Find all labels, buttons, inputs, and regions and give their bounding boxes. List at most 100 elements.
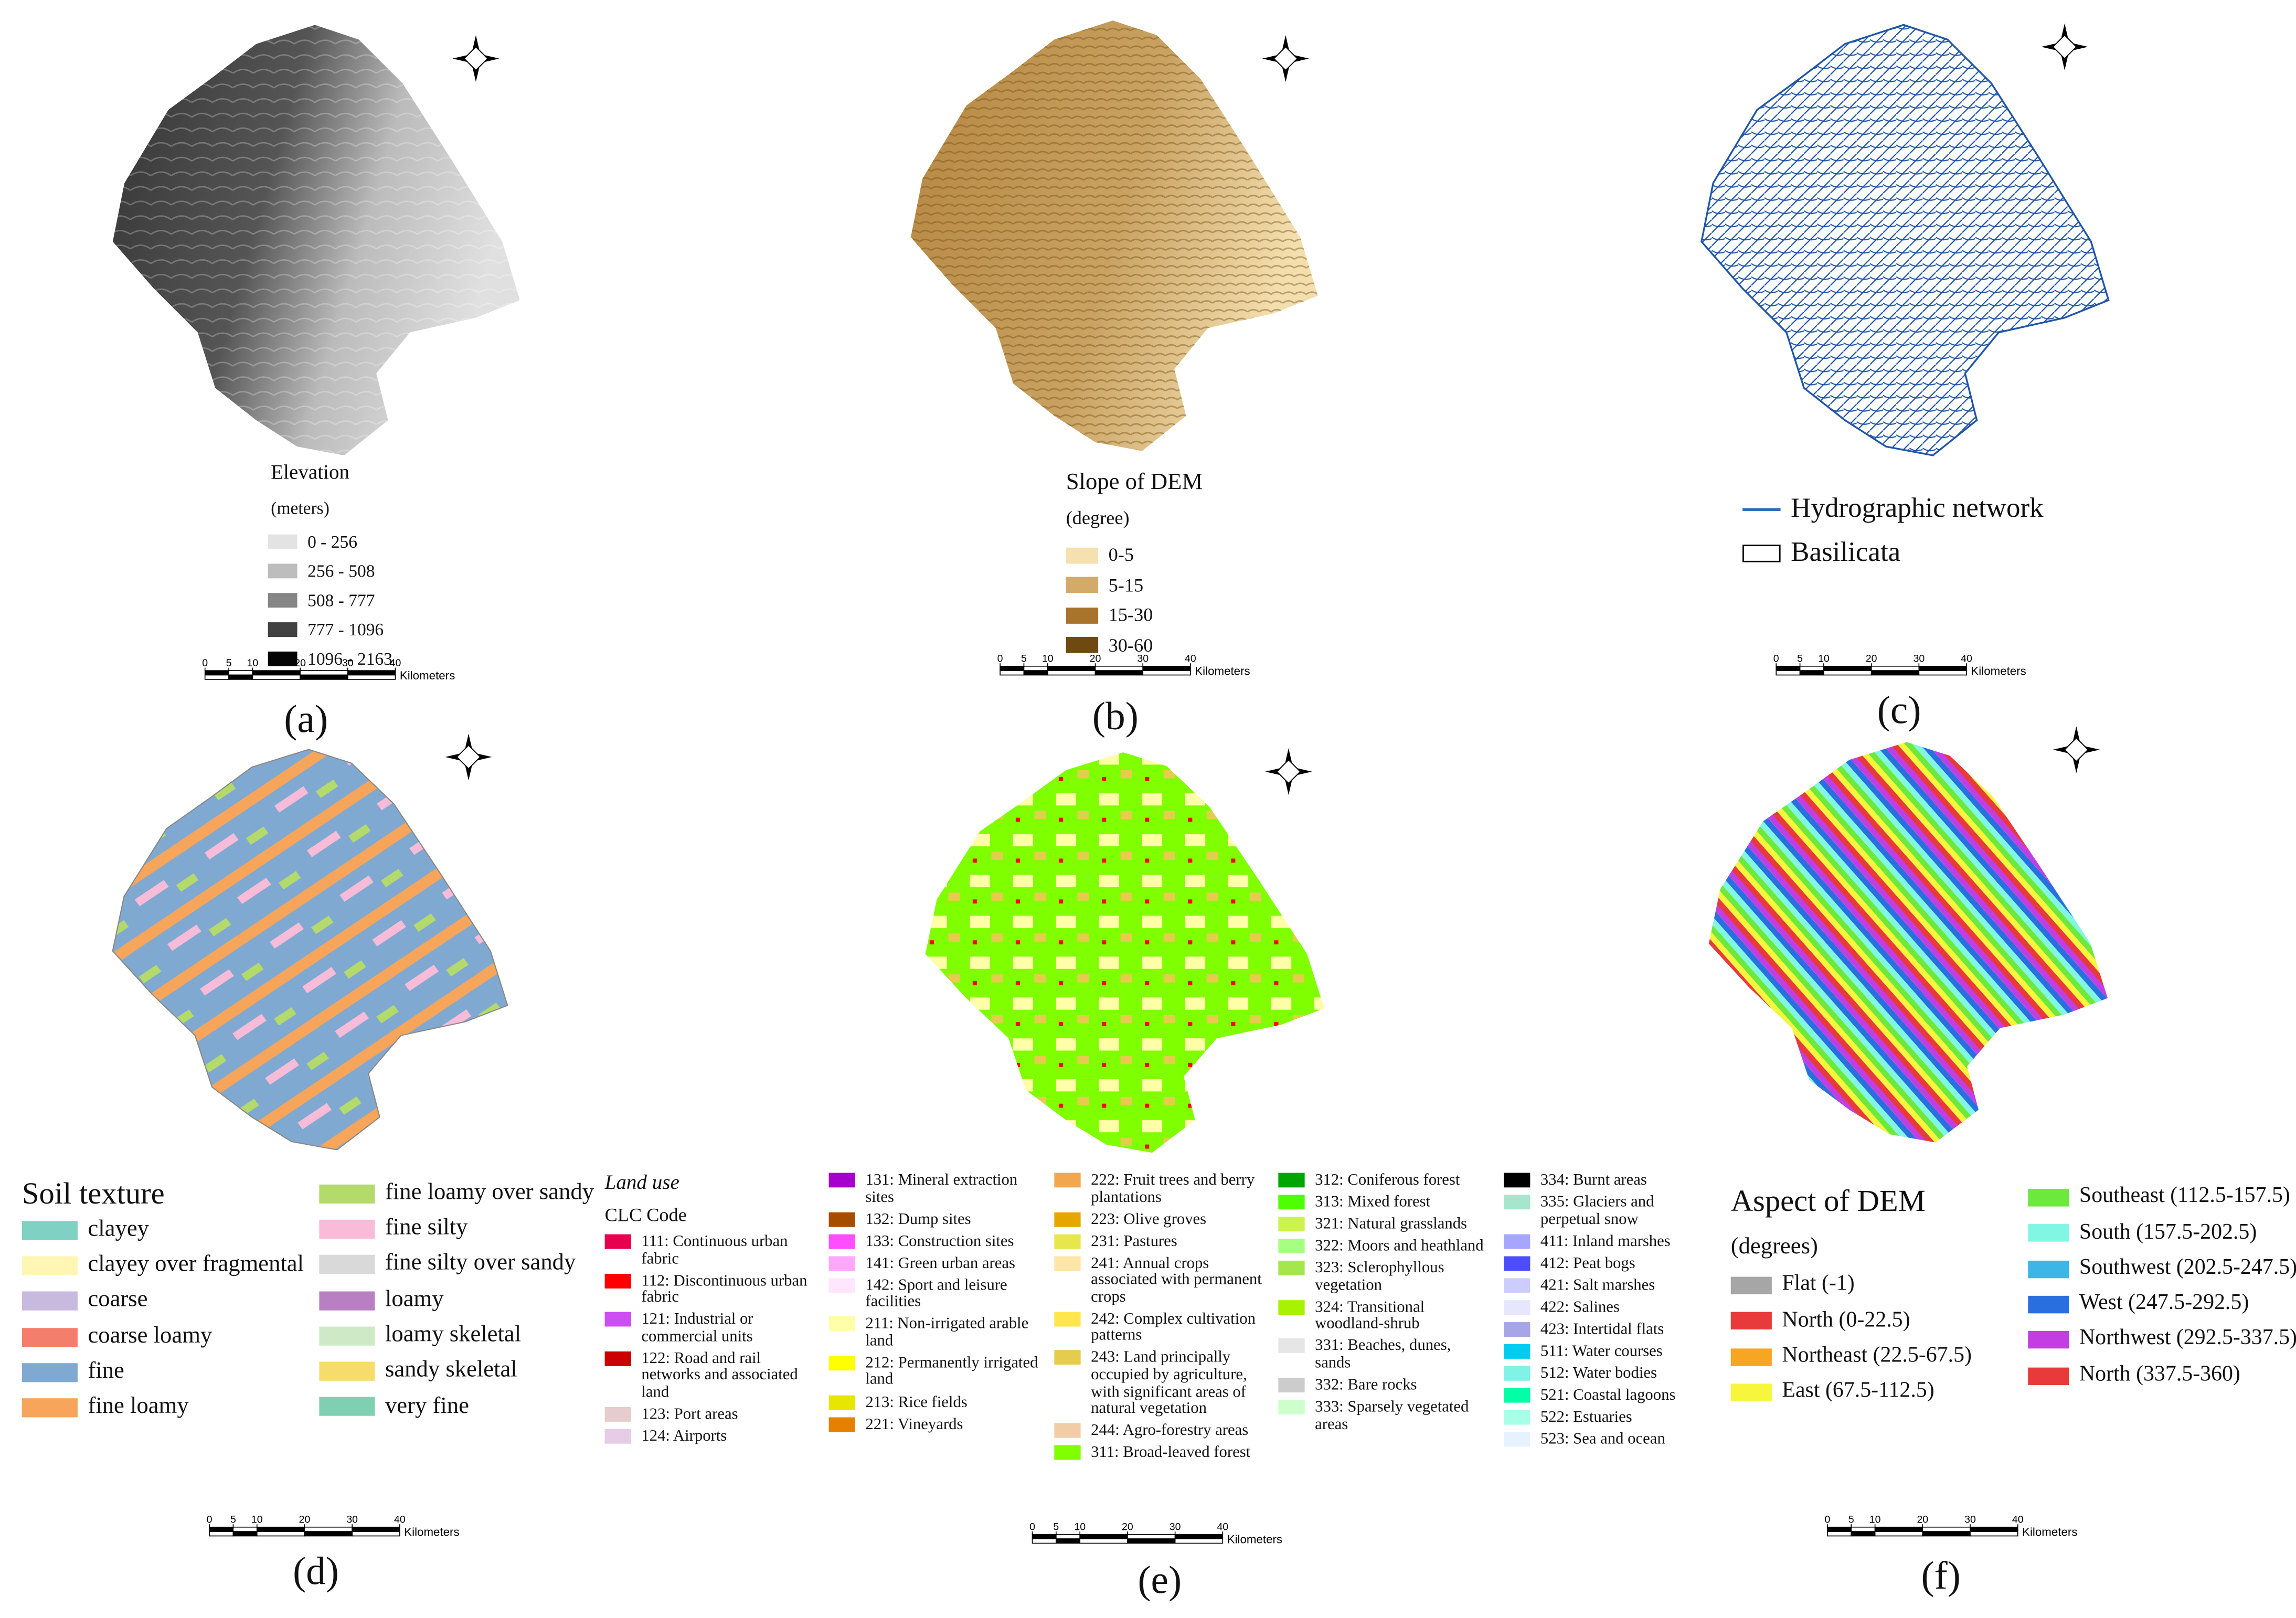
legend-label: 1096 - 2163 <box>307 648 392 669</box>
legend-item: 241: Annual crops associated with perman… <box>1054 1254 1271 1307</box>
legend-item: 523: Sea and ocean <box>1504 1431 1720 1449</box>
scale-segment <box>204 674 229 680</box>
legend-label: North (0-22.5) <box>1782 1308 1910 1332</box>
legend-item: 223: Olive groves <box>1054 1211 1271 1229</box>
scale-segment <box>1127 1534 1176 1539</box>
legend-item: 131: Mineral extraction sites <box>828 1171 1046 1206</box>
scale-segment <box>304 1526 353 1532</box>
legend-label: North (337.5-360) <box>2079 1362 2240 1387</box>
legend-swatch <box>1054 1173 1081 1188</box>
scale-tick-label: 10 <box>1074 1521 1086 1532</box>
panel-label: (d) <box>293 1549 339 1593</box>
panel-label: (b) <box>1092 694 1139 738</box>
scale-segment <box>1823 665 1872 672</box>
scale-tick-label: 20 <box>299 1514 311 1525</box>
legend-item: 334: Burnt areas <box>1504 1172 1720 1189</box>
legend-item: fine <box>22 1355 304 1390</box>
map-f <box>1708 742 2108 1143</box>
legend-label: 422: Salines <box>1540 1298 1620 1316</box>
legend-item: 132: Dump sites <box>828 1211 1046 1229</box>
scale-tick-label: 0 <box>1029 1521 1035 1532</box>
legend-item: Basilicata <box>1742 531 2044 576</box>
legend-item: 5-15 <box>1066 570 1153 600</box>
scale-segment <box>232 1531 258 1537</box>
legend-label: loamy <box>385 1286 444 1312</box>
legend-item: coarse loamy <box>22 1319 304 1355</box>
legend-item: very fine <box>319 1389 594 1425</box>
legend-title: Aspect of DEM <box>1730 1183 1926 1218</box>
legend-title: Slope of DEM <box>1066 470 1203 495</box>
legend-label: 323: Sclerophyllous vegetation <box>1315 1259 1444 1294</box>
scale-segment <box>1174 1538 1224 1544</box>
scale-unit: Kilometers <box>1195 665 1250 678</box>
legend-label: Northwest (292.5-337.5) <box>2079 1327 2296 1351</box>
legend-item: clayey <box>22 1212 304 1248</box>
legend-label: coarse loamy <box>88 1323 212 1348</box>
legend-item: 312: Coniferous forest <box>1278 1172 1495 1189</box>
legend-swatch <box>1504 1322 1530 1337</box>
legend-item: Southwest (202.5-247.5) <box>2028 1251 2296 1287</box>
scale-segment <box>1023 670 1048 676</box>
legend-item: 141: Green urban areas <box>828 1255 1046 1273</box>
legend-item: 133: Construction sites <box>828 1233 1046 1251</box>
scale-segment <box>1851 1526 1876 1532</box>
legend-label: 241: Annual crops associated with perman… <box>1091 1254 1262 1306</box>
scale-tick-label: 0 <box>1824 1514 1830 1525</box>
panel-label: (e) <box>1138 1558 1182 1602</box>
scale-tick-label: 20 <box>1917 1514 1928 1525</box>
legend-item: 211: Non-irrigated arable land <box>828 1316 1046 1350</box>
legend-swatch <box>1278 1173 1305 1188</box>
scale-segment <box>252 674 301 680</box>
legend-label: 244: Agro-forestry areas <box>1091 1422 1249 1440</box>
legend-item: 777 - 1096 <box>268 615 392 644</box>
scale-segment <box>1799 665 1824 672</box>
scale-unit: Kilometers <box>2022 1526 2077 1539</box>
scale-segment <box>1970 1531 2018 1537</box>
legend-label: coarse <box>88 1287 148 1313</box>
legend-item: 243: Land principally occupied by agricu… <box>1054 1349 1271 1418</box>
scale-segment <box>1851 1531 1876 1537</box>
legend-item: loamy <box>319 1282 594 1318</box>
scale-segment <box>209 1531 234 1537</box>
scale-segment <box>1094 665 1144 672</box>
legend-item: 411: Inland marshes <box>1504 1232 1720 1251</box>
legend-item: 332: Bare rocks <box>1278 1377 1495 1395</box>
legend-item: 322: Moors and heathland <box>1278 1238 1495 1255</box>
legend-label: 333: Sparsely vegetated areas <box>1315 1398 1469 1433</box>
legend-label: loamy skeletal <box>385 1322 522 1347</box>
legend-item: 231: Pastures <box>1054 1233 1271 1251</box>
scale-segment <box>228 674 253 680</box>
legend-item: Hydrographic network <box>1742 487 2044 531</box>
legend-label: 142: Sport and leisure facilities <box>865 1276 1007 1311</box>
legend-column: 312: Coniferous forest 313: Mixed forest 3… <box>1278 1172 1495 1439</box>
legend-swatch <box>1730 1348 1772 1366</box>
scale-unit: Kilometers <box>400 669 455 682</box>
legend-item: 244: Agro-forestry areas <box>1054 1422 1271 1440</box>
legend-swatch <box>2028 1331 2069 1349</box>
scale-tick-label: 30 <box>342 657 354 669</box>
legend-label: Hydrographic network <box>1791 493 2044 525</box>
legend-swatch <box>604 1273 631 1288</box>
legend-label: very fine <box>385 1393 469 1418</box>
scale-segment <box>1870 665 1920 672</box>
scale-segment <box>1874 1531 1923 1537</box>
legend-label: 123: Port areas <box>641 1405 738 1423</box>
legend-item: sandy skeletal <box>319 1354 594 1389</box>
scale-segment <box>1056 1538 1081 1544</box>
scale-tick-label: 40 <box>1961 653 1972 664</box>
legend-swatch <box>268 622 297 637</box>
north-arrow <box>2040 23 2089 71</box>
legend-swatch <box>828 1316 855 1332</box>
scale-segment <box>1079 1534 1128 1539</box>
legend-label: 131: Mineral extraction sites <box>865 1171 1018 1206</box>
scale-tick-label: 30 <box>1913 653 1925 664</box>
legend-label: 421: Salt marshes <box>1540 1276 1655 1294</box>
legend-swatch <box>1278 1239 1305 1254</box>
legend-swatch <box>604 1429 631 1444</box>
legend-item: 521: Coastal lagoons <box>1504 1387 1720 1405</box>
legend-label: 411: Inland marshes <box>1540 1232 1671 1250</box>
legend-swatch <box>1742 545 1781 562</box>
scale-tick-label: 10 <box>251 1514 263 1525</box>
legend-label: 335: Glaciers and perpetual snow <box>1540 1193 1654 1228</box>
legend-subtitle: (degree) <box>1066 506 1130 529</box>
